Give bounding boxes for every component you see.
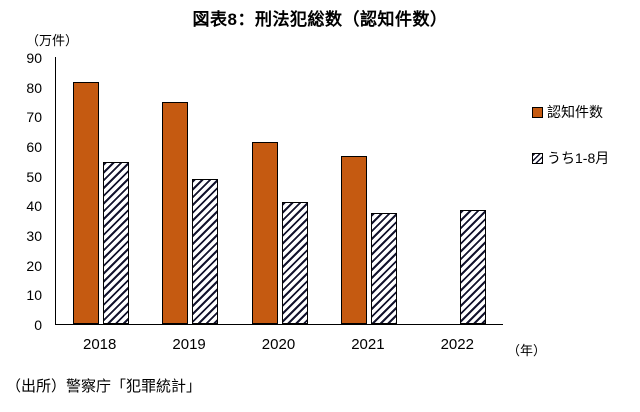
bar-total-2018 <box>72 81 99 324</box>
legend: 認知件数 うち1-8月 <box>532 102 609 194</box>
legend-item-jan-aug: うち1-8月 <box>532 148 609 168</box>
legend-label-total: 認知件数 <box>547 104 603 120</box>
bar-jan-aug-2021 <box>370 212 397 324</box>
bar-total-2019 <box>162 101 189 324</box>
source-note: （出所）警察庁「犯罪統計」 <box>6 378 202 395</box>
chart-title: 図表8：刑法犯総数（認知件数） <box>192 10 448 29</box>
y-axis-unit-label: （万件） <box>26 33 79 48</box>
y-tick-label: 20 <box>26 257 42 274</box>
legend-item-total: 認知件数 <box>532 102 609 122</box>
bar-jan-aug-2020 <box>281 202 308 324</box>
legend-swatch-hatch-icon <box>532 152 543 164</box>
x-tick-label-2018: 2018 <box>83 336 117 353</box>
y-tick-label: 50 <box>26 168 42 185</box>
y-tick-label: 80 <box>26 79 42 96</box>
y-tick-label: 0 <box>34 317 42 333</box>
x-tick-label-2020: 2020 <box>261 336 296 353</box>
bar-jan-aug-2022 <box>460 209 487 324</box>
x-axis-tick-labels: 2018 2019 2020 2021 2022 <box>55 336 503 356</box>
bar-jan-aug-2019 <box>192 178 219 324</box>
bar-total-2020 <box>251 141 278 324</box>
y-tick-label: 30 <box>26 228 42 244</box>
y-tick-label: 60 <box>26 139 42 155</box>
x-tick-label-2021: 2021 <box>351 336 385 353</box>
x-tick-label-2019: 2019 <box>172 336 206 353</box>
legend-swatch-solid-icon <box>532 106 543 118</box>
y-tick-label: 10 <box>26 287 42 304</box>
y-axis-tick-labels: 0 10 20 30 40 50 60 70 80 90 <box>0 51 48 332</box>
x-tick-label-2022: 2022 <box>440 336 474 353</box>
legend-label-jan-aug: うち1-8月 <box>547 150 610 166</box>
y-tick-label: 90 <box>26 50 42 66</box>
y-tick-label: 70 <box>26 109 42 126</box>
bar-total-2021 <box>340 155 367 324</box>
plot-area <box>55 57 503 325</box>
bar-jan-aug-2018 <box>102 162 129 324</box>
y-tick-label: 40 <box>26 198 42 215</box>
x-axis-unit-label: （年） <box>507 343 547 358</box>
